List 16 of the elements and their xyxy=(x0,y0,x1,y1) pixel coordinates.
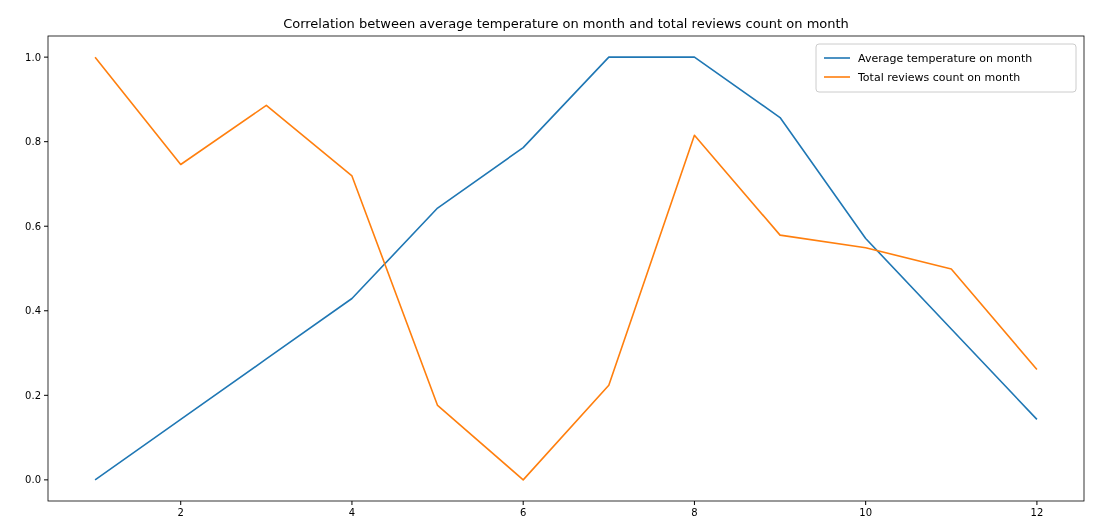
y-tick-label: 0.4 xyxy=(25,305,41,317)
x-tick-label: 4 xyxy=(348,507,356,518)
y-tick-label: 1.0 xyxy=(25,51,41,63)
chart-title: Correlation between average temperature on month and total reviews count on month xyxy=(283,16,849,31)
x-tick-label: 10 xyxy=(859,507,873,518)
line-series xyxy=(94,56,1038,481)
x-tick-label: 2 xyxy=(177,507,184,518)
x-tick-label: 8 xyxy=(691,507,698,518)
y-tick-label: 0.0 xyxy=(25,474,41,486)
y-tick-label: 0.2 xyxy=(25,389,41,401)
y-tick-label: 0.6 xyxy=(25,220,41,232)
legend-label: Total reviews count on month xyxy=(857,70,1021,84)
x-tick-label: 6 xyxy=(520,507,527,518)
y-tick-label: 0.8 xyxy=(25,136,41,148)
x-tick-label: 12 xyxy=(1030,507,1044,518)
legend-label: Average temperature on month xyxy=(858,51,1033,65)
